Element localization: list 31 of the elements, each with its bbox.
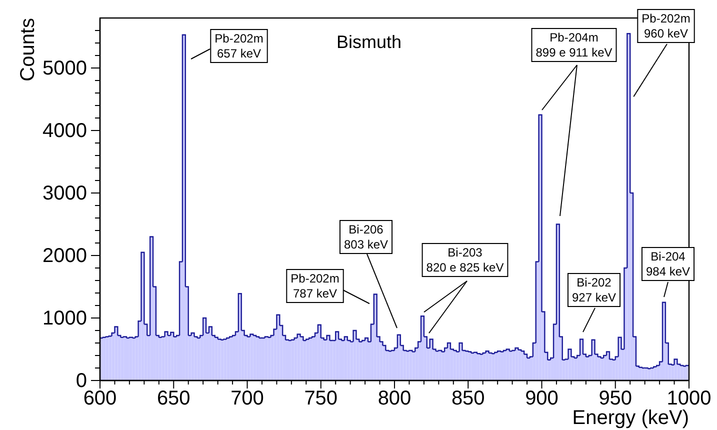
annotation: Bi-204 984 keV	[646, 250, 690, 278]
annotation: Pb-202m 960 keV	[642, 12, 690, 40]
x-tick-label: 850	[451, 388, 485, 410]
text: Bismuth	[336, 32, 402, 52]
x-tick-label: 900	[525, 388, 558, 410]
x-tick-label: 700	[230, 388, 264, 410]
x-tick-label: 1000	[666, 388, 712, 410]
annotation: Bi-203 820 e 825 keV	[426, 246, 504, 274]
callout: Pb-204m 899 e 911 keV	[531, 28, 617, 216]
callout: Bi-202 927 keV	[567, 273, 621, 332]
annotation: Pb-204m 899 e 911 keV	[536, 30, 612, 60]
x-tick-label: 800	[378, 388, 412, 410]
annotation: Bi-206 803 keV	[344, 222, 388, 252]
y-tick-label: 2000	[42, 244, 87, 267]
callout: Bi-204 984 keV	[641, 247, 695, 298]
callout: Pb-202m 787 keV	[286, 269, 370, 304]
y-tick-label: 5000	[42, 57, 87, 80]
x-tick-label: 950	[598, 388, 632, 410]
callout: Pb-202m 960 keV	[633, 9, 695, 98]
annotation: Pb-202m 787 keV	[290, 272, 340, 300]
annotation: Pb-202m 657 keV	[214, 32, 264, 60]
y-tick-label: 4000	[42, 120, 87, 142]
callout: Pb-202m 657 keV	[190, 29, 268, 63]
annotation: Bi-202 927 keV	[572, 276, 616, 304]
y-tick-label: 3000	[42, 182, 87, 204]
x-tick-label: 750	[304, 388, 338, 410]
callout: Bi-206 803 keV	[339, 220, 398, 328]
y-tick-label: 1000	[42, 307, 87, 330]
y-axis-title: Counts	[17, 18, 39, 82]
x-tick-label: 650	[156, 388, 190, 410]
x-axis-title: Energy (keV)	[572, 407, 689, 429]
